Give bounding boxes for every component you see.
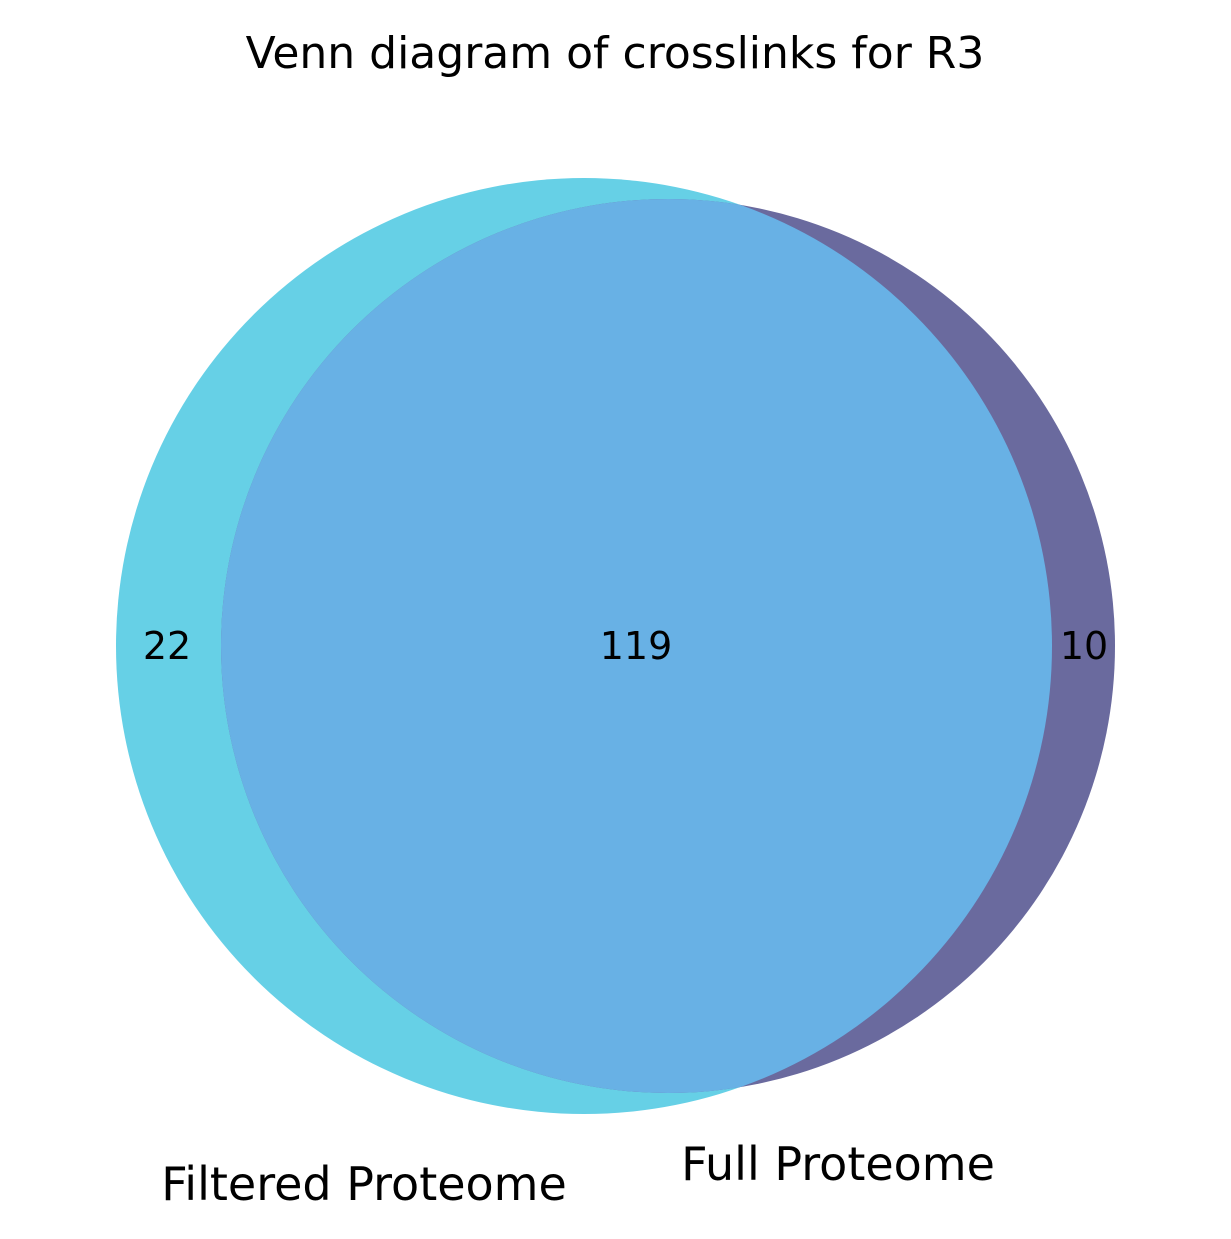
- count-intersection: 119: [600, 624, 673, 668]
- set-label-filtered-proteome: Filtered Proteome: [161, 1157, 567, 1211]
- count-filtered-only: 22: [143, 624, 191, 668]
- set-label-full-proteome: Full Proteome: [681, 1137, 995, 1191]
- intersection-region: [221, 199, 1052, 1093]
- count-full-only: 10: [1060, 624, 1108, 668]
- diagram-title: Venn diagram of crosslinks for R3: [246, 28, 985, 79]
